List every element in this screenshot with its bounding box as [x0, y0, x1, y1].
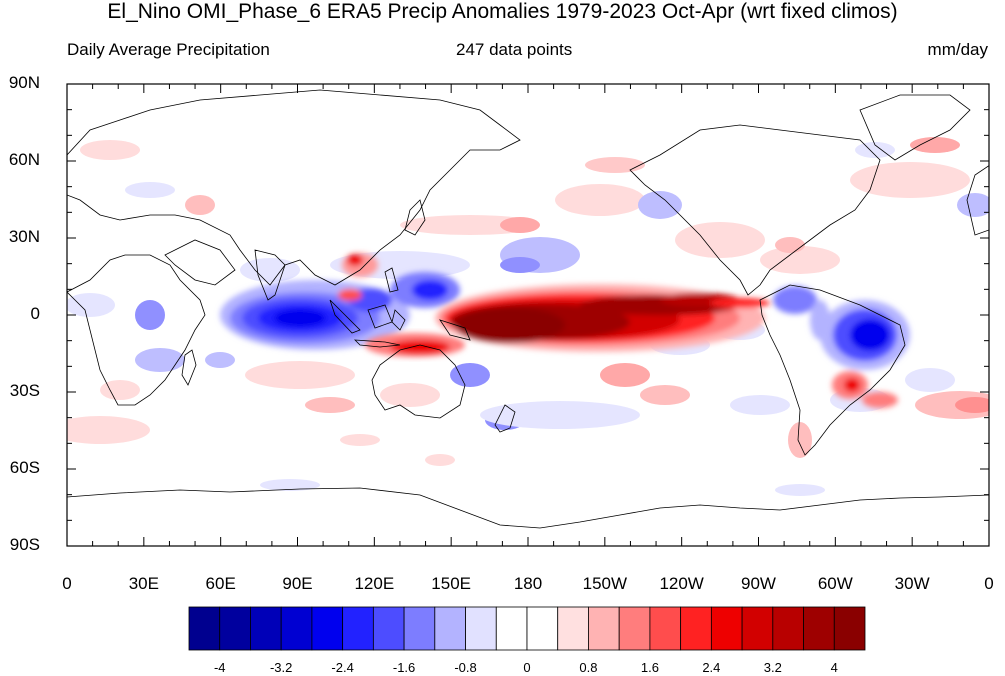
variable-label: Daily Average Precipitation	[67, 40, 270, 59]
coastlines	[67, 89, 989, 529]
colorbar-box	[372, 606, 405, 651]
colorbar-label: -3.2	[269, 660, 293, 675]
colorbar-box	[250, 606, 282, 651]
lat-label: 60N	[8, 150, 40, 169]
colorbar-box	[710, 606, 743, 651]
colorbar-label: 4	[830, 660, 838, 675]
lon-label: 90E	[282, 574, 313, 593]
colorbar-box	[434, 606, 466, 651]
colorbar-label: 2.4	[702, 660, 721, 675]
lon-label: 0	[62, 574, 72, 593]
lat-label: 90N	[8, 73, 40, 92]
units-label: mm/day	[927, 40, 988, 59]
colorbar-box	[772, 606, 804, 651]
lon-label: 60W	[817, 574, 853, 593]
colorbar-box	[741, 606, 774, 651]
colorbar-box	[495, 606, 528, 651]
colorbar-label: 0.8	[579, 660, 598, 675]
colorbar-box	[618, 606, 651, 651]
lat-label: 30N	[8, 227, 40, 246]
colorbar-box	[680, 606, 712, 651]
colorbar-label: 0	[523, 660, 531, 675]
colorbar	[188, 606, 866, 651]
colorbar-box	[311, 606, 344, 651]
colorbar-box	[219, 606, 251, 651]
lon-label: 30W	[894, 574, 930, 593]
colorbar-label: -4	[213, 660, 226, 675]
axis-ticks	[66, 83, 990, 547]
colorbar-label: -1.6	[392, 660, 416, 675]
lon-label: 180	[513, 574, 543, 593]
colorbar-label: -0.8	[454, 660, 477, 675]
colorbar-box	[557, 606, 589, 651]
colorbar-box	[526, 606, 559, 651]
lon-label: 150W	[582, 574, 628, 593]
lon-label: 60E	[205, 574, 236, 593]
lat-label: 60S	[9, 458, 40, 477]
colorbar-box	[465, 606, 497, 651]
lon-label: 30E	[128, 574, 159, 593]
data-points-label: 247 data points	[456, 40, 573, 59]
lon-label: 150E	[431, 574, 471, 593]
lon-label: 0	[984, 574, 994, 593]
colorbar-box	[588, 606, 620, 651]
colorbar-label: 1.6	[640, 660, 659, 675]
colorbar-box	[280, 606, 313, 651]
colorbar-box	[649, 606, 682, 651]
lat-label: 90S	[9, 535, 40, 554]
colorbar-box	[403, 606, 436, 651]
colorbar-label: -2.4	[331, 660, 354, 675]
map-title: El_Nino OMI_Phase_6 ERA5 Precip Anomalie…	[107, 0, 898, 23]
anomaly-field	[67, 137, 989, 496]
colorbar-label: 3.2	[763, 660, 782, 675]
lon-label: 90W	[741, 574, 776, 593]
lat-label: 0	[30, 304, 40, 323]
colorbar-box	[342, 606, 374, 651]
lat-label: 30S	[9, 381, 40, 400]
colorbar-box	[803, 606, 835, 651]
colorbar-box	[833, 606, 866, 651]
colorbar-box	[188, 606, 221, 651]
lon-label: 120W	[659, 574, 704, 593]
lon-label: 120E	[354, 574, 395, 593]
